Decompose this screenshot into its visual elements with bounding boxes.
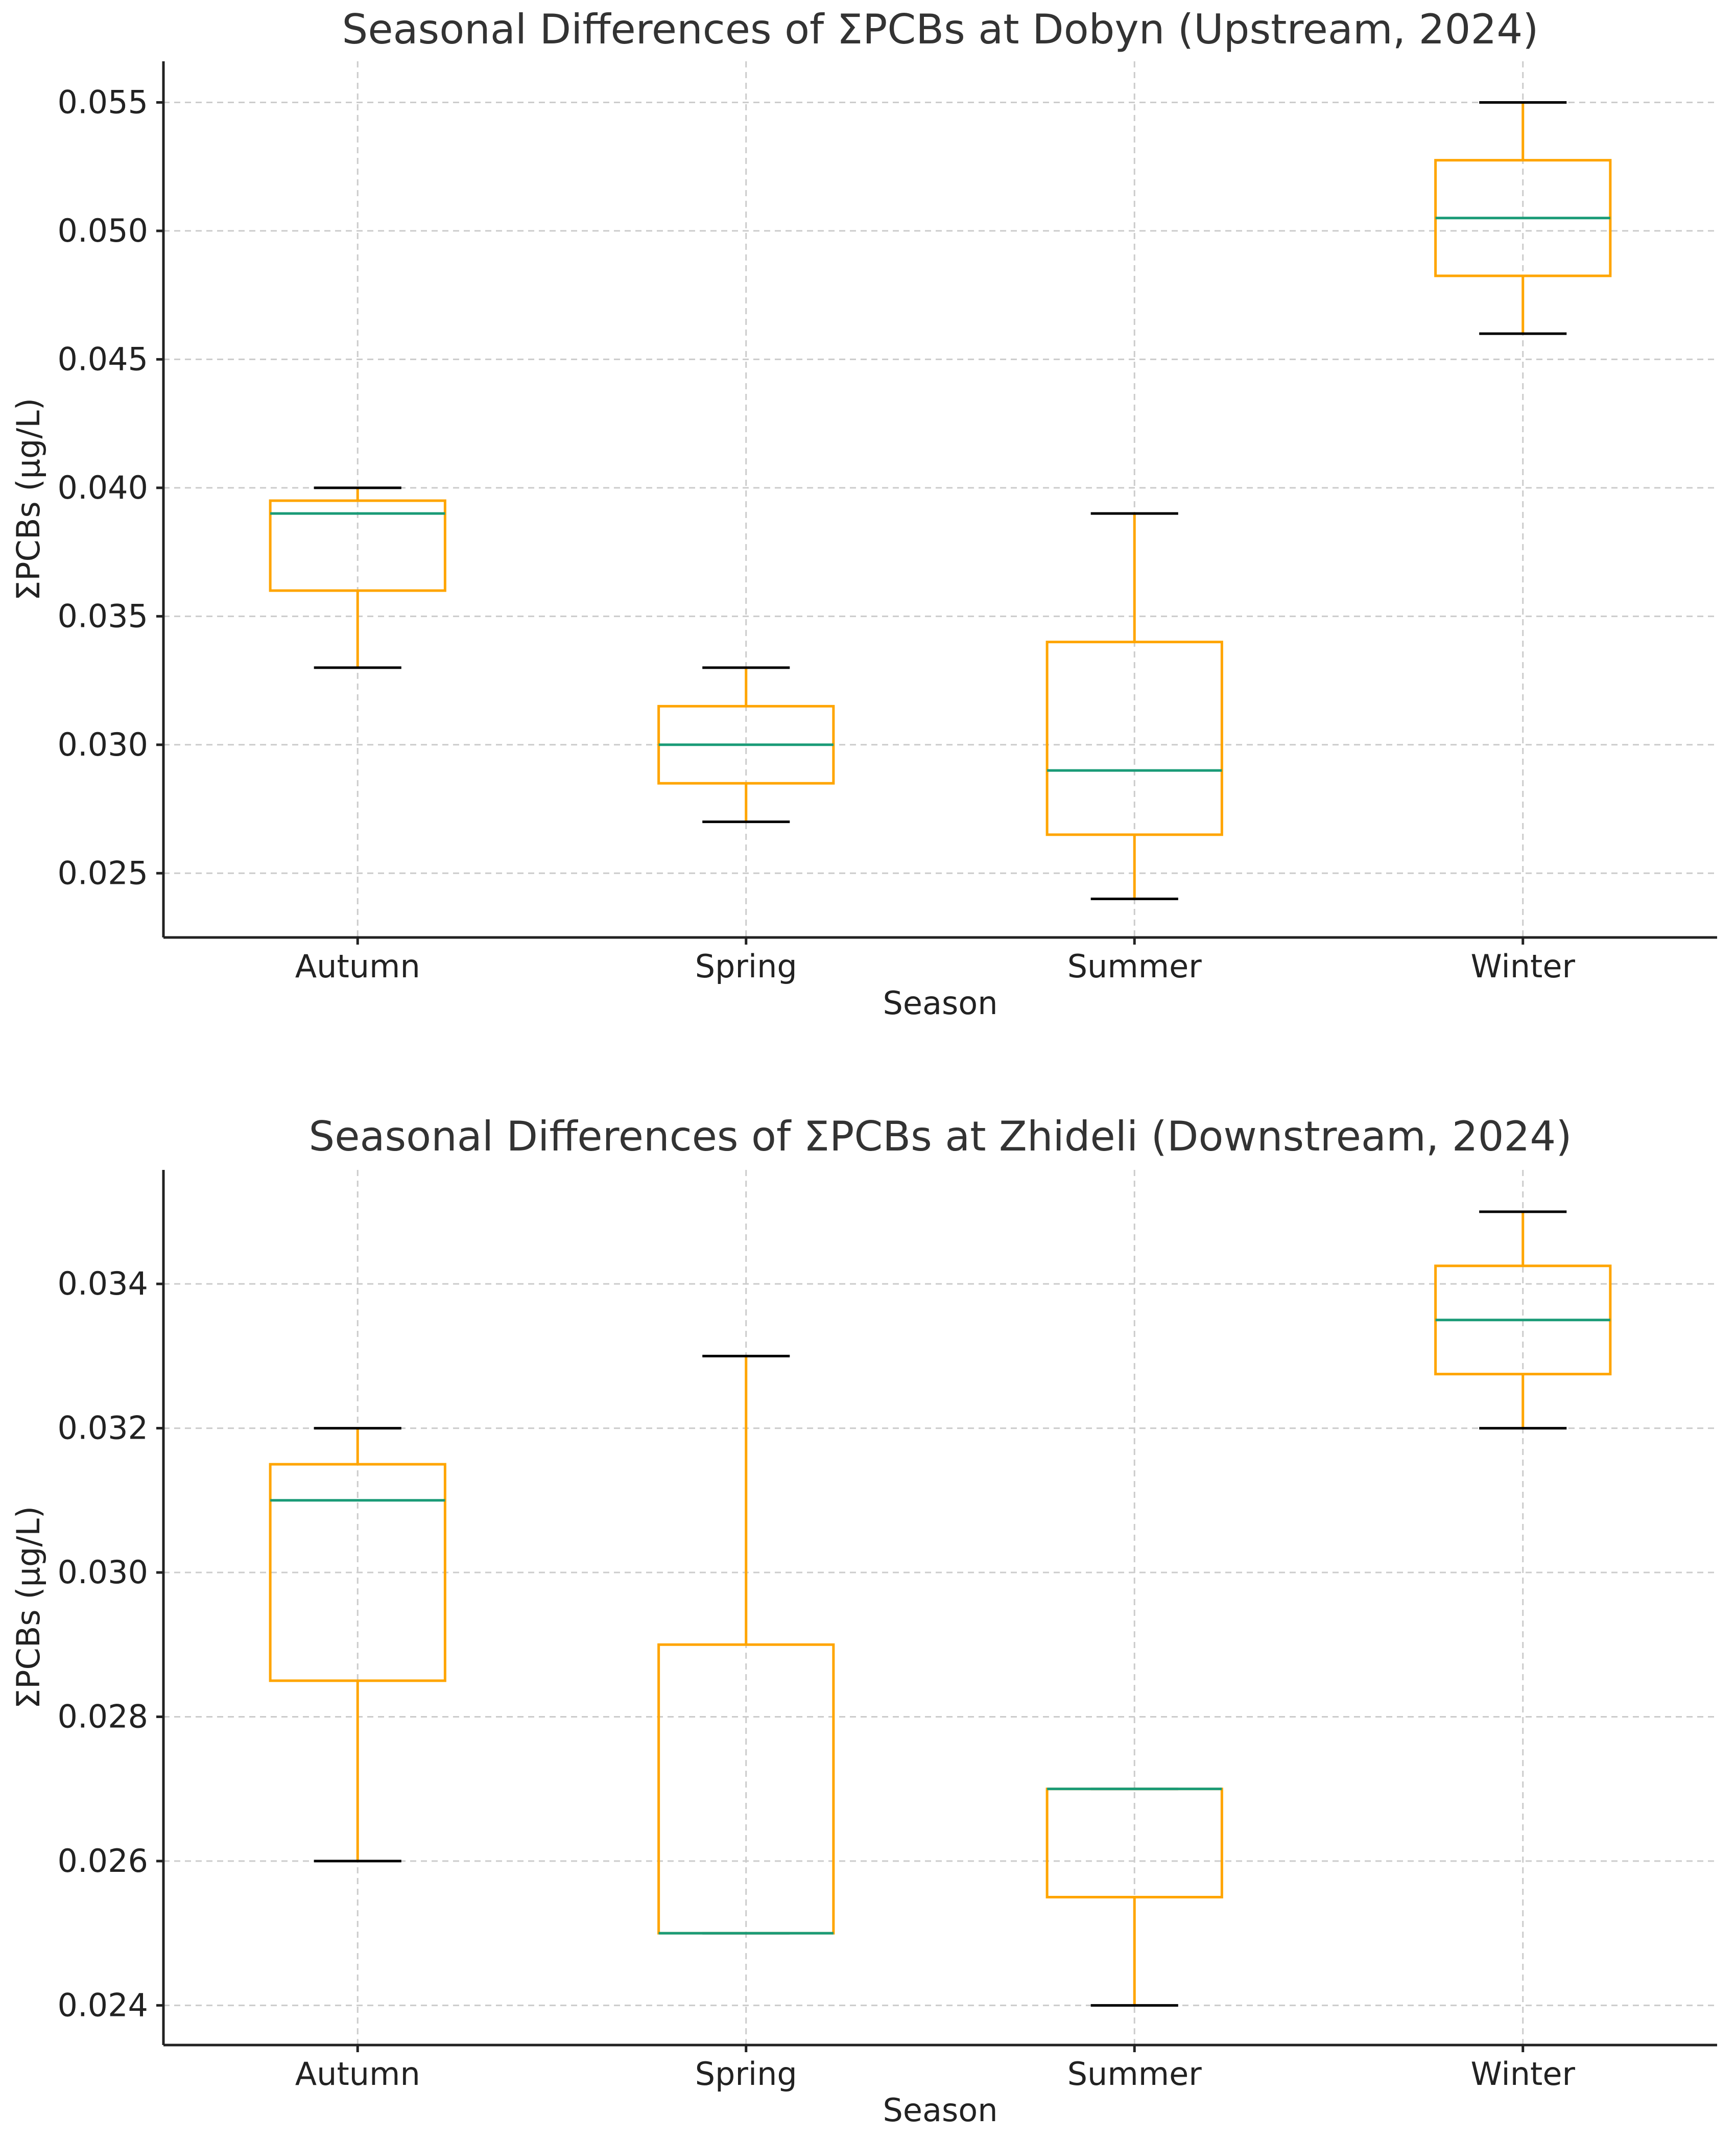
x-tick-label: Autumn (295, 948, 420, 985)
x-tick-label: Winter (1471, 948, 1576, 985)
box-autumn (269, 1427, 446, 1863)
chart-dobyn-upstream: 0.025 0.030 0.035 0.040 0.045 0.050 0.055 Autum… (10, 6, 1717, 1022)
box-winter (1434, 101, 1612, 335)
y-tick-label: 0.030 (58, 1554, 149, 1591)
y-tick-label: 0.026 (58, 1842, 149, 1880)
box-autumn (269, 486, 446, 669)
x-tick-label: Autumn (295, 2055, 420, 2093)
x-tick-label: Winter (1471, 2055, 1576, 2093)
box-iqr (1045, 641, 1223, 836)
chart-title: Seasonal Differences of ΣPCBs at Dobyn (… (342, 6, 1539, 53)
y-tick-label: 0.035 (58, 597, 149, 635)
x-tick-label: Spring (695, 2055, 797, 2093)
x-axis-label: Season (883, 2092, 997, 2129)
y-tick-label: 0.050 (58, 212, 149, 249)
y-tick-label: 0.028 (58, 1698, 149, 1735)
box-spring (657, 666, 835, 824)
y-tick-label: 0.034 (58, 1265, 149, 1302)
box-summer (1045, 1788, 1223, 2007)
chart-zhideli-downstream: 0.024 0.026 0.028 0.030 0.032 0.034 Autumn Spri… (10, 1113, 1717, 2129)
y-tick-label: 0.032 (58, 1410, 149, 1447)
x-tick-label: Spring (695, 948, 797, 985)
y-axis-label: ΣPCBs (μg/L) (10, 398, 47, 601)
box-spring (657, 1354, 835, 1935)
y-tick-label: 0.040 (58, 469, 149, 506)
box-winter (1434, 1210, 1612, 1430)
y-tick-label: 0.025 (58, 854, 149, 891)
box-iqr (269, 1463, 446, 1682)
y-axis-label: ΣPCBs (μg/L) (10, 1506, 47, 1709)
x-axis-label: Season (883, 984, 997, 1022)
y-tick-label: 0.030 (58, 726, 149, 763)
chart-title: Seasonal Differences of ΣPCBs at Zhideli… (308, 1113, 1572, 1160)
box-summer (1045, 512, 1223, 901)
x-tick-label: Summer (1067, 2055, 1202, 2093)
x-tick-label: Summer (1067, 948, 1202, 985)
y-tick-label: 0.024 (58, 1986, 149, 2024)
box-iqr (269, 499, 446, 592)
y-tick-label: 0.045 (58, 340, 149, 378)
y-tick-label: 0.055 (58, 83, 149, 121)
